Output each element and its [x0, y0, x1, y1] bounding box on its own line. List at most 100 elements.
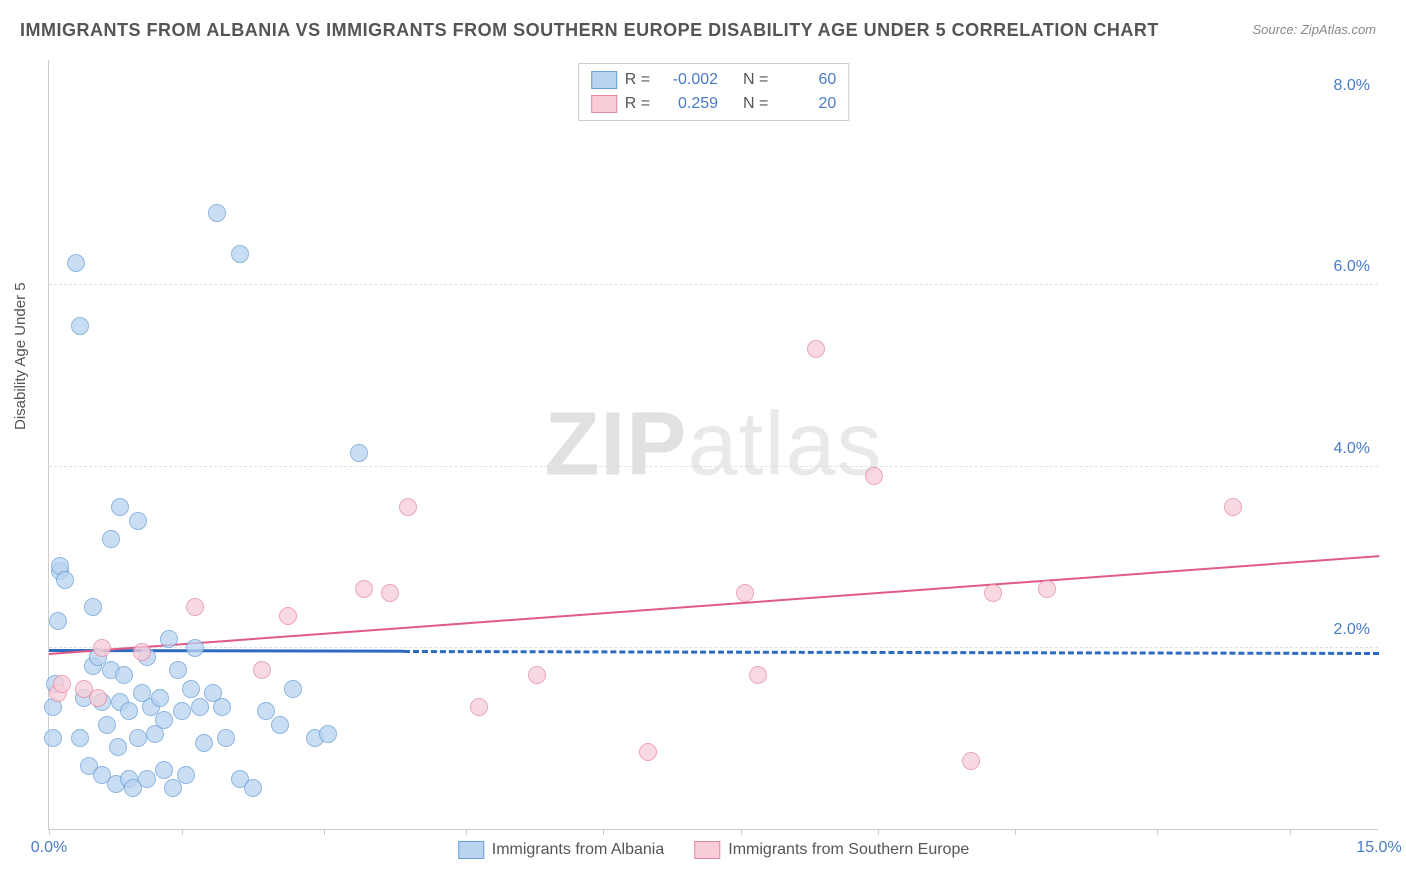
data-point — [195, 734, 213, 752]
x-tick — [741, 829, 742, 835]
r-label: R = — [625, 92, 650, 116]
data-point — [93, 639, 111, 657]
data-point — [182, 680, 200, 698]
data-point — [217, 729, 235, 747]
x-tick-label: 15.0% — [1356, 839, 1401, 857]
data-point — [160, 630, 178, 648]
data-point — [736, 584, 754, 602]
gridline-h — [49, 466, 1378, 467]
n-label: N = — [743, 92, 768, 116]
data-point — [284, 680, 302, 698]
chart-plot-area: ZIPatlas 2.0%4.0%6.0%8.0% 0.0%15.0% R = … — [48, 60, 1378, 830]
data-point — [89, 689, 107, 707]
legend-label-1: Immigrants from Southern Europe — [728, 841, 969, 859]
x-tick — [1290, 829, 1291, 835]
y-tick-label: 2.0% — [1334, 621, 1370, 639]
watermark-atlas: atlas — [687, 394, 882, 494]
data-point — [962, 752, 980, 770]
legend-item-0: Immigrants from Albania — [458, 841, 665, 859]
data-point — [213, 698, 231, 716]
data-point — [381, 584, 399, 602]
gridline-h — [49, 284, 1378, 285]
stats-row-series-1: R = 0.259 N = 20 — [591, 92, 837, 116]
swatch-series-0 — [591, 71, 617, 89]
y-tick-label: 4.0% — [1334, 440, 1370, 458]
data-point — [244, 779, 262, 797]
data-point — [111, 498, 129, 516]
n-value-0: 60 — [776, 68, 836, 92]
data-point — [749, 666, 767, 684]
legend-label-0: Immigrants from Albania — [492, 841, 665, 859]
x-tick — [466, 829, 467, 835]
data-point — [44, 729, 62, 747]
data-point — [528, 666, 546, 684]
data-point — [865, 467, 883, 485]
data-point — [177, 766, 195, 784]
source-attribution: Source: ZipAtlas.com — [1252, 22, 1376, 37]
data-point — [109, 738, 127, 756]
data-point — [120, 702, 138, 720]
data-point — [186, 639, 204, 657]
x-tick-label: 0.0% — [31, 839, 67, 857]
legend-item-1: Immigrants from Southern Europe — [694, 841, 969, 859]
data-point — [71, 729, 89, 747]
data-point — [279, 607, 297, 625]
n-label: N = — [743, 68, 768, 92]
data-point — [67, 254, 85, 272]
r-value-0: -0.002 — [658, 68, 718, 92]
stats-legend: R = -0.002 N = 60 R = 0.259 N = 20 — [578, 63, 850, 121]
data-point — [984, 584, 1002, 602]
data-point — [399, 498, 417, 516]
x-tick — [324, 829, 325, 835]
x-tick — [49, 829, 50, 835]
watermark: ZIPatlas — [544, 393, 882, 496]
data-point — [271, 716, 289, 734]
data-point — [56, 571, 74, 589]
data-point — [231, 245, 249, 263]
data-point — [129, 729, 147, 747]
data-point — [470, 698, 488, 716]
legend-swatch-1 — [694, 841, 720, 859]
watermark-zip: ZIP — [544, 394, 687, 494]
data-point — [53, 675, 71, 693]
data-point — [71, 317, 89, 335]
bottom-legend: Immigrants from Albania Immigrants from … — [458, 841, 970, 859]
data-point — [639, 743, 657, 761]
data-point — [191, 698, 209, 716]
gridline-h — [49, 647, 1378, 648]
data-point — [151, 689, 169, 707]
data-point — [186, 598, 204, 616]
data-point — [169, 661, 187, 679]
data-point — [173, 702, 191, 720]
n-value-1: 20 — [776, 92, 836, 116]
data-point — [84, 598, 102, 616]
r-label: R = — [625, 68, 650, 92]
data-point — [102, 530, 120, 548]
y-tick-label: 6.0% — [1334, 258, 1370, 276]
data-point — [350, 444, 368, 462]
data-point — [1224, 498, 1242, 516]
data-point — [355, 580, 373, 598]
data-point — [1038, 580, 1056, 598]
x-tick — [603, 829, 604, 835]
stats-row-series-0: R = -0.002 N = 60 — [591, 68, 837, 92]
data-point — [129, 512, 147, 530]
x-tick — [878, 829, 879, 835]
trendline — [404, 650, 1379, 655]
trendline — [49, 555, 1379, 655]
data-point — [164, 779, 182, 797]
data-point — [155, 761, 173, 779]
x-tick — [1157, 829, 1158, 835]
chart-title: IMMIGRANTS FROM ALBANIA VS IMMIGRANTS FR… — [20, 20, 1159, 41]
data-point — [807, 340, 825, 358]
y-tick-label: 8.0% — [1334, 77, 1370, 95]
data-point — [319, 725, 337, 743]
data-point — [49, 612, 67, 630]
data-point — [208, 204, 226, 222]
data-point — [133, 643, 151, 661]
y-axis-label: Disability Age Under 5 — [12, 282, 29, 430]
r-value-1: 0.259 — [658, 92, 718, 116]
data-point — [155, 711, 173, 729]
data-point — [138, 770, 156, 788]
data-point — [115, 666, 133, 684]
